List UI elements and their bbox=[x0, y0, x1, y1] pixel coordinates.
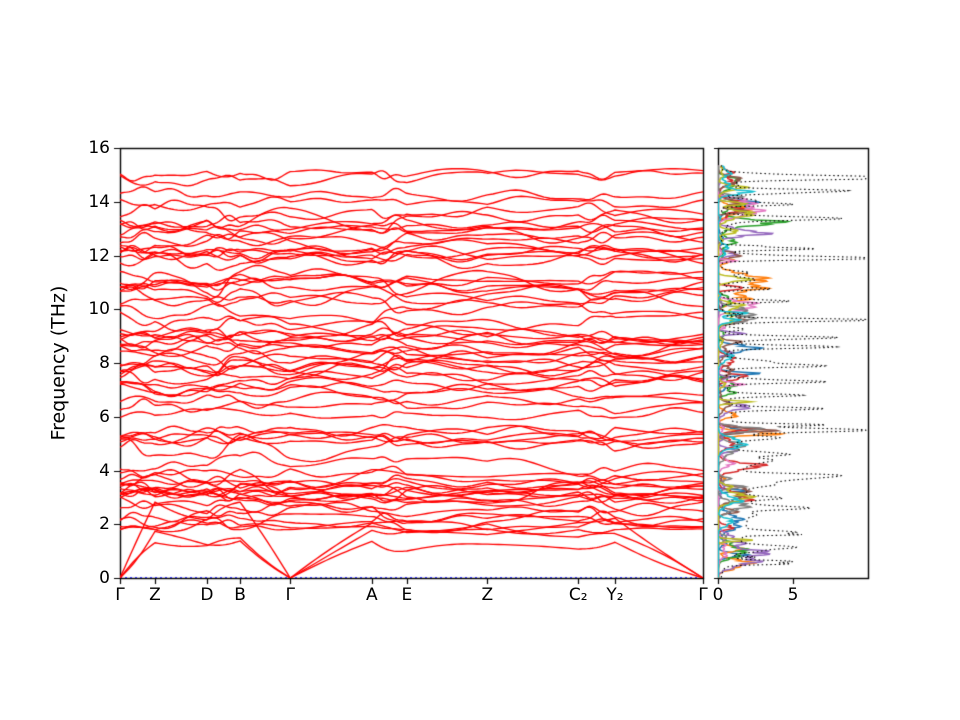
phonon-figure: Frequency (THz) 0 2 4 6 8 10 12 14 16 Γ Z D B Γ A E Z C₂ Y… bbox=[0, 0, 960, 720]
phonon-plot-canvas bbox=[0, 0, 960, 720]
